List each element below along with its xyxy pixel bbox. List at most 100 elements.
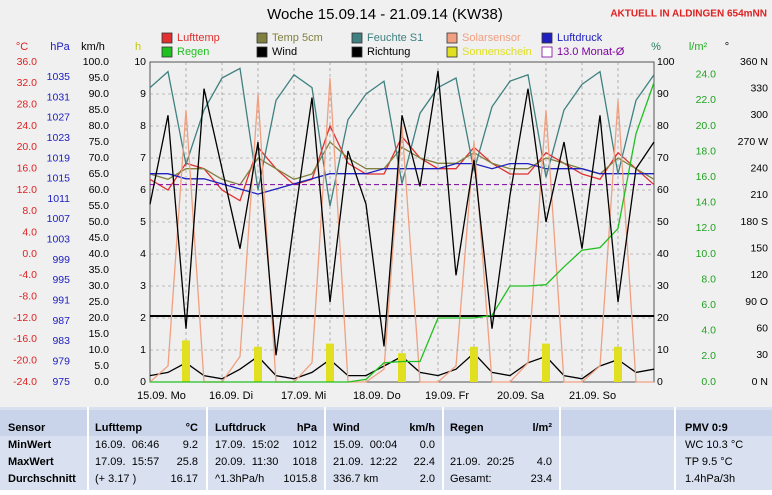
table-header: PMV 0:9: [685, 422, 728, 434]
y-tick-label: 90 O: [745, 296, 768, 308]
y-tick-label: 991: [52, 295, 70, 307]
y-tick-label: -8.0: [19, 290, 37, 302]
table-cell: (+ 3.17 ): [95, 473, 136, 485]
y-tick-label: 360 N: [740, 56, 768, 68]
y-tick-label: 999: [52, 254, 70, 266]
table-header: km/h: [409, 422, 435, 434]
table-cell: 1012: [293, 439, 317, 451]
y-tick-label: 15.0: [89, 328, 110, 340]
y-tick-label: -20.0: [13, 354, 37, 366]
y-tick-label: 25.0: [89, 296, 110, 308]
series-line: [149, 77, 654, 383]
y-tick-label: 8: [140, 120, 146, 132]
axis-label: %: [651, 41, 661, 53]
y-tick-label: 90: [657, 88, 669, 100]
y-tick-label: 4.0: [701, 325, 716, 337]
y-tick-label: 65.0: [89, 168, 110, 180]
y-tick-label: 20.0: [17, 141, 38, 153]
y-tick-label: 40.0: [89, 248, 110, 260]
y-tick-label: 28.0: [17, 98, 38, 110]
y-tick-label: 60: [756, 322, 768, 334]
y-tick-label: 36.0: [17, 56, 38, 68]
table-cell: 25.8: [177, 456, 198, 468]
series-line: [150, 162, 654, 195]
y-tick-label: 983: [52, 335, 70, 347]
y-tick-label: 8.0: [22, 205, 37, 217]
legend-swatch: [541, 46, 553, 58]
y-tick-label: -16.0: [13, 333, 37, 345]
legend-swatch: [446, 46, 458, 58]
y-tick-label: 18.0: [696, 145, 717, 157]
y-tick-label: 150: [750, 242, 768, 254]
table-cell: 2.0: [420, 473, 435, 485]
table-cell: 336.7 km: [333, 473, 378, 485]
axis-label: km/h: [81, 41, 105, 53]
table-cell: 9.2: [183, 439, 198, 451]
x-tick-label: 15.09. Mo: [137, 390, 186, 402]
y-tick-label: 240: [750, 162, 768, 174]
y-tick-label: 210: [750, 189, 768, 201]
y-tick-label: 40: [657, 248, 669, 260]
legend-label: Temp 5cm: [272, 32, 323, 44]
y-tick-label: 120: [750, 269, 768, 281]
chart-subtitle: AKTUELL IN ALDINGEN 654mNN: [610, 9, 767, 20]
y-tick-label: 0.0: [22, 248, 37, 260]
table-cell: Gesamt:: [450, 473, 492, 485]
y-tick-label: 330: [750, 82, 768, 94]
y-tick-label: 22.0: [696, 94, 717, 106]
y-tick-label: 995: [52, 274, 70, 286]
y-tick-label: -4.0: [19, 269, 37, 281]
table-cell: 17.09. 15:02: [215, 439, 279, 451]
x-tick-label: 18.09. Do: [353, 390, 401, 402]
x-tick-label: 21.09. So: [569, 390, 616, 402]
x-tick-label: 19.09. Fr: [425, 390, 469, 402]
table-cell: ^1.3hPa/h: [215, 473, 264, 485]
table-header: Luftdruck: [215, 422, 267, 434]
y-tick-label: 100: [657, 56, 675, 68]
table-cell: 17.09. 15:57: [95, 456, 159, 468]
row-label: MinWert: [8, 439, 52, 451]
y-tick-label: 80: [657, 120, 669, 132]
y-tick-label: 987: [52, 315, 70, 327]
row-label: Durchschnitt: [8, 473, 76, 485]
y-tick-label: 979: [52, 355, 70, 367]
series-line: [149, 124, 655, 202]
y-tick-label: 10.0: [89, 344, 110, 356]
y-tick-label: 70: [657, 152, 669, 164]
legend-label: Wind: [272, 46, 297, 58]
y-tick-label: 9: [140, 88, 146, 100]
legend-swatch: [161, 32, 173, 44]
table-header: l/m²: [532, 422, 552, 434]
y-tick-label: 1027: [47, 112, 71, 124]
legend-label: Feuchte S1: [367, 32, 423, 44]
legend-label: Luftdruck: [557, 32, 603, 44]
legend-swatch: [161, 46, 173, 58]
table-cell: 20.09. 11:30: [215, 456, 278, 468]
legend-label: Lufttemp: [177, 32, 220, 44]
table-cell: 16.09. 06:46: [95, 439, 159, 451]
y-tick-label: 85.0: [89, 104, 110, 116]
y-tick-label: 32.0: [17, 77, 38, 89]
y-tick-label: 12.0: [696, 222, 717, 234]
axis-label: hPa: [50, 41, 70, 53]
y-tick-label: 1007: [47, 213, 71, 225]
y-tick-label: 20: [657, 312, 669, 324]
y-tick-label: 30: [756, 349, 768, 361]
y-tick-label: 100.0: [83, 56, 109, 68]
y-tick-label: 3: [140, 280, 146, 292]
y-tick-label: 1011: [47, 193, 70, 205]
bar: [398, 353, 406, 382]
y-tick-label: 75.0: [89, 136, 110, 148]
y-tick-label: -24.0: [13, 376, 37, 388]
y-tick-label: 45.0: [89, 232, 110, 244]
table-cell: 16.17: [170, 473, 198, 485]
legend-label: 13.0 Monat-Ø: [557, 46, 625, 58]
y-tick-label: 60: [657, 184, 669, 196]
y-tick-label: 300: [750, 109, 768, 121]
y-tick-label: 30.0: [89, 280, 110, 292]
table-cell: 1018: [293, 456, 317, 468]
y-tick-label: 24.0: [696, 69, 717, 81]
y-tick-label: 2.0: [701, 350, 716, 362]
bar: [614, 346, 622, 382]
